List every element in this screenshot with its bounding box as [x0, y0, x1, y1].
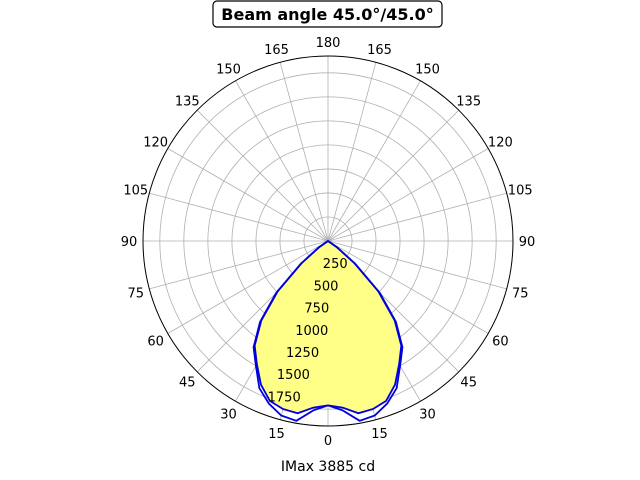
- angle-tick-label: 105: [123, 184, 148, 199]
- angular-grid-line: [327, 62, 377, 242]
- radial-tick-label: 250: [323, 257, 348, 272]
- angle-tick-label: 120: [143, 136, 168, 151]
- angle-tick-label: 150: [216, 63, 241, 78]
- angular-grid-line: [196, 109, 329, 242]
- angle-tick-label: 45: [460, 376, 477, 391]
- angular-grid-line: [327, 240, 507, 290]
- angle-tick-label: 75: [128, 287, 145, 302]
- radial-tick-label: 750: [304, 302, 329, 317]
- chart-title: Beam angle 45.0°/45.0°: [221, 5, 433, 24]
- angle-tick-label: 90: [519, 235, 536, 250]
- angular-grid-line: [149, 192, 329, 242]
- angular-grid-line: [327, 80, 421, 242]
- title-frame: [212, 0, 443, 28]
- angle-tick-label: 60: [147, 335, 164, 350]
- angular-grid-line: [167, 148, 329, 242]
- angle-tick-label: 90: [121, 235, 138, 250]
- angular-grid-line: [167, 240, 329, 334]
- radial-tick-label: 1000: [295, 324, 328, 339]
- angular-grid-line: [149, 240, 329, 290]
- angle-tick-label: 15: [371, 427, 388, 442]
- angle-tick-label: 120: [488, 136, 513, 151]
- x-axis-label: IMax 3885 cd: [281, 459, 375, 475]
- angular-grid-line: [327, 192, 507, 242]
- radial-tick-label: 1750: [268, 390, 301, 405]
- angle-tick-label: 165: [367, 43, 392, 58]
- angle-tick-label: 135: [175, 94, 200, 109]
- plot-area: 0 15 30 45 60 75 90 105 120 135 150 165 180 165 150 135…: [121, 36, 536, 449]
- angle-tick-label: 105: [508, 184, 533, 199]
- angle-tick-label: 15: [268, 427, 285, 442]
- angle-tick-label: 0: [324, 434, 332, 449]
- angle-tick-label: 30: [220, 407, 237, 422]
- angle-tick-label: 30: [419, 407, 436, 422]
- angle-tick-label: 135: [456, 94, 481, 109]
- angular-grid-line: [279, 62, 329, 242]
- angle-tick-label: 45: [179, 376, 196, 391]
- chart-title-box: Beam angle 45.0°/45.0°: [212, 0, 443, 28]
- angle-tick-label: 75: [512, 287, 529, 302]
- intensity-fill: [254, 241, 402, 414]
- angular-grid-line: [327, 240, 489, 334]
- angular-grid-line: [327, 109, 460, 242]
- angle-tick-label: 150: [415, 63, 440, 78]
- angle-tick-label: 60: [492, 335, 509, 350]
- angle-tick-label: 180: [316, 36, 341, 51]
- polar-frame: [142, 55, 514, 427]
- radial-tick-label: 1500: [277, 368, 310, 383]
- radial-tick-label: 500: [314, 279, 339, 294]
- angular-grid-line: [327, 148, 489, 242]
- angle-tick-label: 165: [264, 43, 289, 58]
- intensity-curve-2: [253, 240, 403, 415]
- angular-grid-line: [235, 80, 329, 242]
- radial-tick-label: 1250: [286, 346, 319, 361]
